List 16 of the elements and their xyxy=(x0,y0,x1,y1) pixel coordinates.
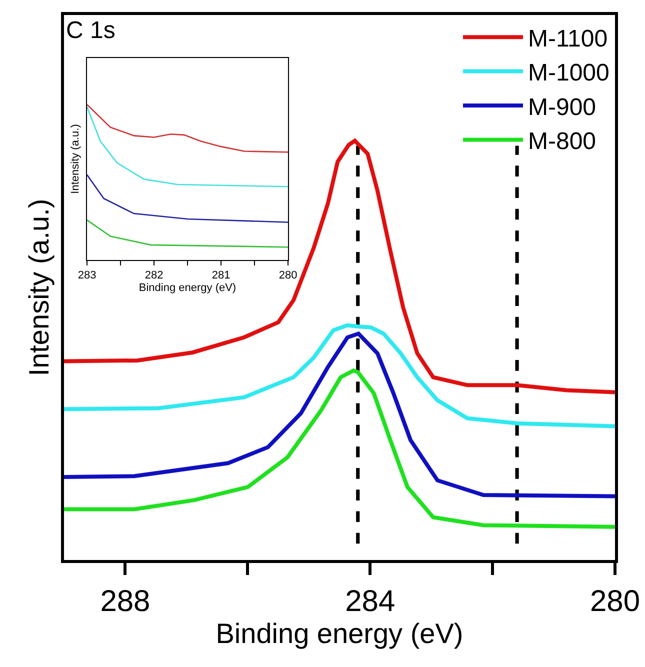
x-tick-label: 283 xyxy=(78,270,96,282)
x-axis-title: Binding energy (eV) xyxy=(216,618,464,649)
x-tick-label: 282 xyxy=(144,270,164,282)
legend-label: M-800 xyxy=(528,128,596,156)
x-axis-title: Binding energy (eV) xyxy=(138,282,236,294)
y-axis-title: Intensity (a.u.) xyxy=(24,198,55,376)
x-tick-label: 288 xyxy=(100,585,150,618)
x-tick-label: 284 xyxy=(345,585,396,618)
legend-label: M-900 xyxy=(528,94,596,121)
y-axis-title: Intensity (a.u.) xyxy=(70,124,82,194)
legend-label: M-1100 xyxy=(528,25,608,52)
x-tick-label: 280 xyxy=(278,270,298,282)
x-tick-label: 280 xyxy=(590,585,640,618)
x-tick-label: 281 xyxy=(212,270,230,282)
text: C 1s xyxy=(66,17,116,44)
legend-label: M-1000 xyxy=(528,60,610,87)
